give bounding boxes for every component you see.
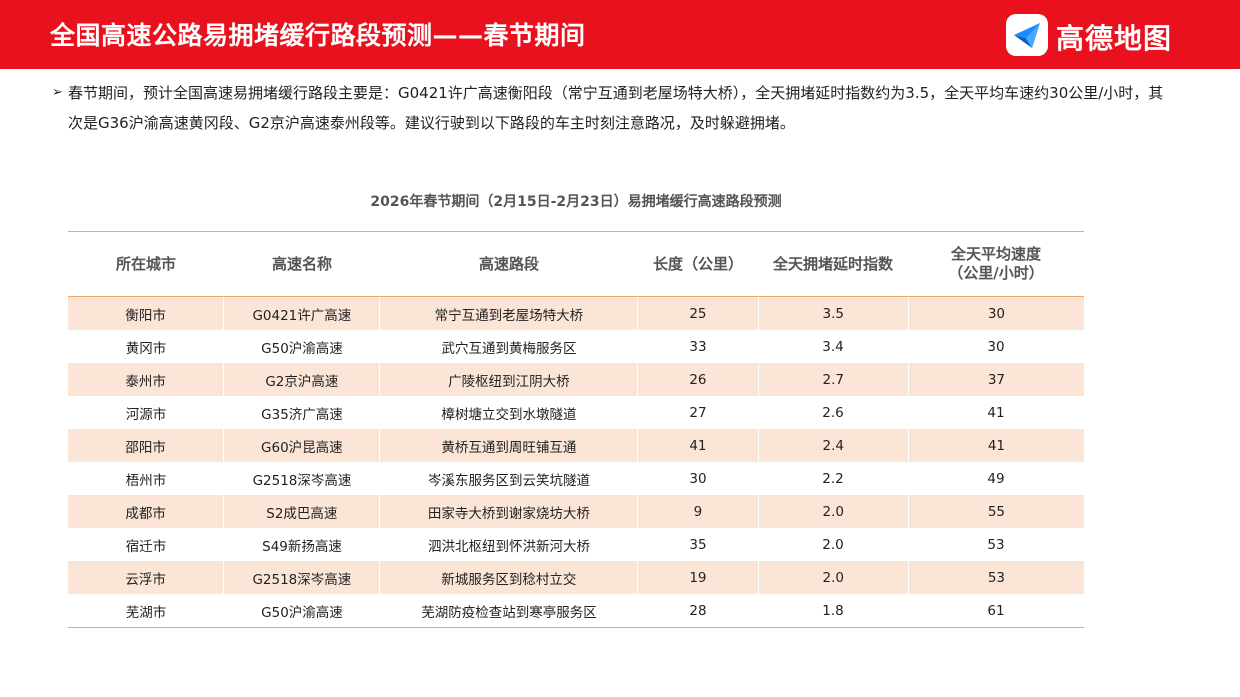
cell-delay-index: 3.5 [757, 297, 908, 330]
table-body: 衡阳市 G0421许广高速 常宁互通到老屋场特大桥 25 3.5 30 黄冈市 G50沪渝高速… [68, 297, 1084, 627]
cell-delay-index: 1.8 [822, 602, 844, 619]
cell-length: 41 [637, 429, 757, 462]
cell-highway-name: G60沪昆高速 [223, 429, 379, 462]
header-delay-index: 全天拥堵延时指数 [772, 254, 893, 273]
table-row: 云浮市 G2518深岑高速 新城服务区到稔村立交 19 2.0 53 [68, 561, 1084, 594]
cell-city: 成都市 [125, 505, 166, 522]
cell-delay-index: 2.2 [822, 470, 844, 487]
table-row: 芜湖市 G50沪渝高速 芜湖防疫检查站到寒亭服务区 28 1.8 61 [68, 594, 1084, 627]
table-row: 衡阳市 G0421许广高速 常宁互通到老屋场特大桥 25 3.5 30 [68, 297, 1084, 330]
cell-length: 28 [689, 602, 707, 619]
cell-length: 19 [637, 561, 757, 594]
cell-avg-speed: 30 [907, 297, 1084, 330]
cell-highway-name: G2518深岑高速 [223, 561, 379, 594]
table-row: 宿迁市 S49新扬高速 泗洪北枢纽到怀洪新河大桥 35 2.0 53 [68, 528, 1084, 561]
cell-city: 邵阳市 [125, 439, 166, 456]
cell-delay-index: 2.4 [757, 429, 908, 462]
cell-highway-name: S49新扬高速 [262, 538, 342, 555]
table-row: 成都市 S2成巴高速 田家寺大桥到谢家烧坊大桥 9 2.0 55 [68, 495, 1084, 528]
cell-city: 宿迁市 [125, 538, 167, 555]
cell-highway-name: S2成巴高速 [223, 495, 379, 528]
logo-text: 高德地图 [1056, 22, 1173, 55]
header-road-section: 高速路段 [478, 254, 539, 273]
cell-road-section: 广陵枢纽到江阴大桥 [379, 363, 637, 396]
cell-road-section: 武穴互通到黄梅服务区 [441, 340, 577, 357]
intro-paragraph: ➢ 春节期间，预计全国高速易拥堵缓行路段主要是：G0421许广高速衡阳段（常宁互… [52, 78, 1172, 138]
cell-length: 35 [689, 536, 707, 553]
cell-avg-speed: 30 [987, 338, 1005, 355]
table-row: 黄冈市 G50沪渝高速 武穴互通到黄梅服务区 33 3.4 30 [68, 330, 1084, 363]
cell-avg-speed: 55 [907, 495, 1084, 528]
cell-highway-name: G50沪渝高速 [261, 604, 343, 621]
cell-length: 30 [689, 470, 707, 487]
title-bar: 全国高速公路易拥堵缓行路段预测——春节期间 高德地图 [0, 0, 1240, 69]
header-highway-name: 高速名称 [271, 254, 332, 273]
cell-avg-speed: 61 [987, 602, 1005, 619]
cell-length: 26 [637, 363, 757, 396]
header-length: 长度（公里） [652, 254, 743, 273]
paper-plane-icon [1006, 14, 1048, 56]
cell-avg-speed: 41 [907, 429, 1084, 462]
table-row: 梧州市 G2518深岑高速 岑溪东服务区到云笑坑隧道 30 2.2 49 [68, 462, 1084, 495]
table-header-row: 所在城市 高速名称 高速路段 长度（公里） 全天拥堵延时指数 全天平均速度 （公… [68, 232, 1084, 297]
cell-length: 27 [689, 404, 707, 421]
header-avg-speed: 全天平均速度 （公里/小时） [948, 245, 1044, 282]
cell-road-section: 泗洪北枢纽到怀洪新河大桥 [428, 538, 590, 555]
cell-city: 梧州市 [125, 472, 167, 489]
cell-avg-speed: 49 [987, 470, 1005, 487]
page-title: 全国高速公路易拥堵缓行路段预测——春节期间 [50, 21, 586, 50]
cell-road-section: 岑溪东服务区到云笑坑隧道 [428, 472, 590, 489]
cell-city: 芜湖市 [125, 604, 167, 621]
cell-highway-name: G35济广高速 [261, 406, 343, 423]
cell-avg-speed: 53 [987, 536, 1005, 553]
cell-highway-name: G2京沪高速 [223, 363, 379, 396]
amap-logo: 高德地图 [1006, 14, 1196, 56]
cell-length: 25 [637, 297, 757, 330]
cell-road-section: 芜湖防疫检查站到寒亭服务区 [421, 604, 597, 621]
cell-highway-name: G0421许广高速 [223, 297, 379, 330]
cell-road-section: 樟树塘立交到水墩隧道 [441, 406, 577, 423]
cell-city: 云浮市 [125, 571, 166, 588]
cell-delay-index: 2.0 [757, 495, 908, 528]
cell-avg-speed: 53 [907, 561, 1084, 594]
cell-avg-speed: 37 [907, 363, 1084, 396]
cell-road-section: 常宁互通到老屋场特大桥 [379, 297, 637, 330]
cell-road-section: 黄桥互通到周旺铺互通 [379, 429, 637, 462]
cell-delay-index: 2.0 [822, 536, 844, 553]
congestion-table: 所在城市 高速名称 高速路段 长度（公里） 全天拥堵延时指数 全天平均速度 （公… [68, 231, 1084, 628]
cell-highway-name: G50沪渝高速 [261, 340, 343, 357]
cell-delay-index: 2.6 [822, 404, 844, 421]
cell-delay-index: 3.4 [822, 338, 844, 355]
cell-highway-name: G2518深岑高速 [252, 472, 352, 489]
cell-delay-index: 2.7 [757, 363, 908, 396]
table-title: 2026年春节期间（2月15日-2月23日）易拥堵缓行高速路段预测 [370, 194, 782, 210]
cell-city: 泰州市 [125, 373, 166, 390]
table-row: 邵阳市 G60沪昆高速 黄桥互通到周旺铺互通 41 2.4 41 [68, 429, 1084, 462]
cell-avg-speed: 41 [987, 404, 1005, 421]
cell-length: 33 [689, 338, 707, 355]
cell-road-section: 田家寺大桥到谢家烧坊大桥 [379, 495, 637, 528]
header-city: 所在城市 [115, 254, 176, 273]
table-row: 河源市 G35济广高速 樟树塘立交到水墩隧道 27 2.6 41 [68, 396, 1084, 429]
intro-text: 春节期间，预计全国高速易拥堵缓行路段主要是：G0421许广高速衡阳段（常宁互通到… [68, 84, 1164, 132]
cell-delay-index: 2.0 [757, 561, 908, 594]
cell-city: 黄冈市 [125, 340, 167, 357]
cell-city: 衡阳市 [125, 307, 166, 324]
table-row: 泰州市 G2京沪高速 广陵枢纽到江阴大桥 26 2.7 37 [68, 363, 1084, 396]
arrow-bullet-icon: ➢ [52, 85, 63, 100]
cell-length: 9 [637, 495, 757, 528]
cell-road-section: 新城服务区到稔村立交 [379, 561, 637, 594]
cell-city: 河源市 [125, 406, 167, 423]
